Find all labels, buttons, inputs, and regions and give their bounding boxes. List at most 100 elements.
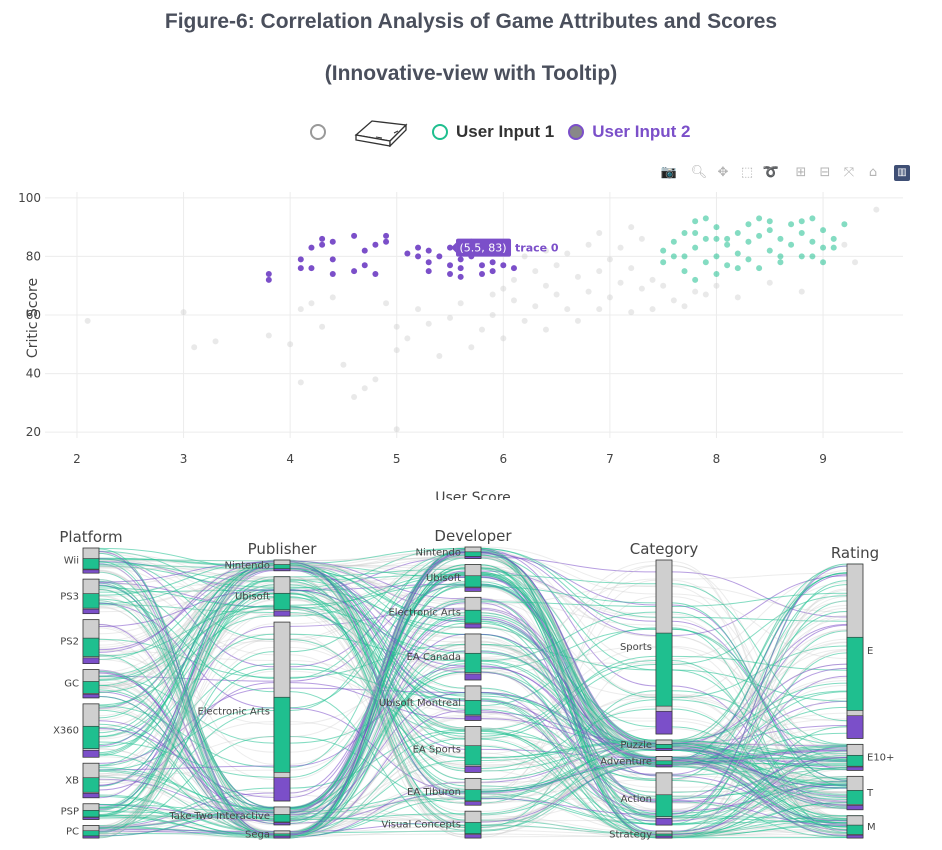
scatter-point[interactable]	[745, 221, 752, 228]
scatter-point[interactable]	[809, 215, 816, 222]
parallel-categories-plot[interactable]: Platform Wii PS3 PS2 GC X360 XB PSP PC Publisher N…	[0, 520, 942, 850]
category-bar[interactable]	[82, 825, 100, 839]
scatter-point[interactable]	[457, 273, 464, 280]
scatter-point[interactable]	[425, 259, 432, 266]
scatter-point[interactable]	[191, 344, 198, 351]
category-bar[interactable]	[273, 806, 291, 826]
scatter-point[interactable]	[777, 253, 784, 260]
category-bar[interactable]	[82, 703, 100, 758]
category-bar[interactable]	[655, 756, 673, 768]
scatter-point[interactable]	[329, 271, 336, 277]
category-bar[interactable]	[655, 772, 673, 826]
category-bar[interactable]	[464, 777, 482, 806]
scatter-point[interactable]	[681, 303, 688, 310]
scatter-point[interactable]	[319, 241, 326, 248]
scatter-point[interactable]	[84, 317, 91, 324]
scatter-point[interactable]	[702, 259, 709, 266]
scatter-point[interactable]	[489, 268, 496, 275]
scatter-point[interactable]	[340, 361, 347, 368]
scatter-point[interactable]	[628, 309, 635, 316]
scatter-point[interactable]	[447, 244, 454, 251]
scatter-point[interactable]	[692, 288, 699, 295]
scatter-point[interactable]	[308, 265, 315, 272]
scatter-point[interactable]	[468, 344, 475, 351]
legend-item-user-input-1[interactable]: User Input 1	[432, 122, 554, 142]
scatter-point[interactable]	[777, 235, 784, 242]
legend-item-user-input-2[interactable]: User Input 2	[568, 122, 691, 142]
scatter-point[interactable]	[489, 312, 496, 318]
scatter-point[interactable]	[425, 268, 432, 275]
category-bar[interactable]	[464, 685, 482, 721]
scatter-point[interactable]	[500, 285, 507, 292]
category-bar[interactable]	[464, 633, 482, 681]
scatter-point[interactable]	[617, 279, 624, 286]
scatter-point[interactable]	[532, 303, 539, 310]
scatter-point[interactable]	[212, 338, 219, 345]
scatter-point[interactable]	[457, 256, 464, 263]
category-bar[interactable]	[464, 596, 482, 629]
scatter-point[interactable]	[724, 262, 731, 269]
scatter-point[interactable]	[383, 232, 390, 239]
scatter-point[interactable]	[521, 317, 528, 324]
scatter-point[interactable]	[415, 306, 422, 313]
category-bar[interactable]	[82, 803, 100, 820]
category-bar[interactable]	[846, 775, 864, 811]
scatter-point[interactable]	[788, 241, 795, 248]
scatter-point[interactable]	[265, 276, 272, 283]
scatter-point[interactable]	[425, 320, 432, 327]
scatter-point[interactable]	[308, 300, 315, 307]
scatter-point[interactable]	[319, 235, 326, 242]
scatter-point[interactable]	[521, 253, 528, 260]
scatter-point[interactable]	[766, 279, 773, 286]
scatter-point[interactable]	[873, 206, 880, 213]
category-bar[interactable]	[846, 743, 864, 771]
scatter-point[interactable]	[681, 253, 688, 260]
scatter-point[interactable]	[713, 235, 720, 242]
scatter-point[interactable]	[329, 294, 336, 301]
scatter-point[interactable]	[670, 253, 677, 260]
scatter-point[interactable]	[393, 347, 400, 354]
scatter-point[interactable]	[820, 244, 827, 251]
lasso-select-icon[interactable]: ➰	[762, 165, 780, 180]
scatter-point[interactable]	[404, 250, 411, 257]
category-bar[interactable]	[655, 559, 673, 735]
scatter-point[interactable]	[702, 215, 709, 222]
scatter-point[interactable]	[745, 238, 752, 245]
scatter-point[interactable]	[436, 253, 443, 260]
scatter-point[interactable]	[265, 332, 272, 339]
scatter-point[interactable]	[745, 256, 752, 263]
scatter-point[interactable]	[766, 227, 773, 234]
scatter-point[interactable]	[361, 385, 368, 392]
scatter-point[interactable]	[425, 247, 432, 254]
scatter-point[interactable]	[830, 235, 837, 242]
scatter-point[interactable]	[809, 253, 816, 260]
category-bar[interactable]	[464, 546, 482, 559]
scatter-point[interactable]	[660, 247, 667, 254]
category-bar[interactable]	[273, 576, 291, 617]
scatter-point[interactable]	[766, 218, 773, 225]
category-bar[interactable]	[273, 830, 291, 839]
scatter-point[interactable]	[532, 268, 539, 275]
scatter-point[interactable]	[820, 227, 827, 234]
scatter-point[interactable]	[702, 291, 709, 298]
category-bar[interactable]	[82, 547, 100, 574]
scatter-point[interactable]	[681, 268, 688, 275]
scatter-point[interactable]	[489, 259, 496, 266]
scatter-point[interactable]	[820, 259, 827, 266]
scatter-point[interactable]	[798, 288, 805, 295]
category-bar[interactable]	[846, 815, 864, 839]
scatter-point[interactable]	[756, 215, 763, 222]
legend-item-empty[interactable]	[310, 124, 326, 140]
scatter-point[interactable]	[713, 271, 720, 277]
scatter-point[interactable]	[297, 256, 304, 263]
scatter-point[interactable]	[297, 265, 304, 272]
scatter-point[interactable]	[713, 224, 720, 231]
scatter-point[interactable]	[841, 241, 848, 248]
category-bar[interactable]	[464, 564, 482, 592]
scatter-point[interactable]	[649, 276, 656, 283]
scatter-point[interactable]	[734, 294, 741, 301]
scatter-point[interactable]	[660, 282, 667, 289]
camera-icon[interactable]: 📷	[660, 165, 678, 180]
scatter-point[interactable]	[383, 300, 390, 307]
scatter-point[interactable]	[788, 221, 795, 228]
